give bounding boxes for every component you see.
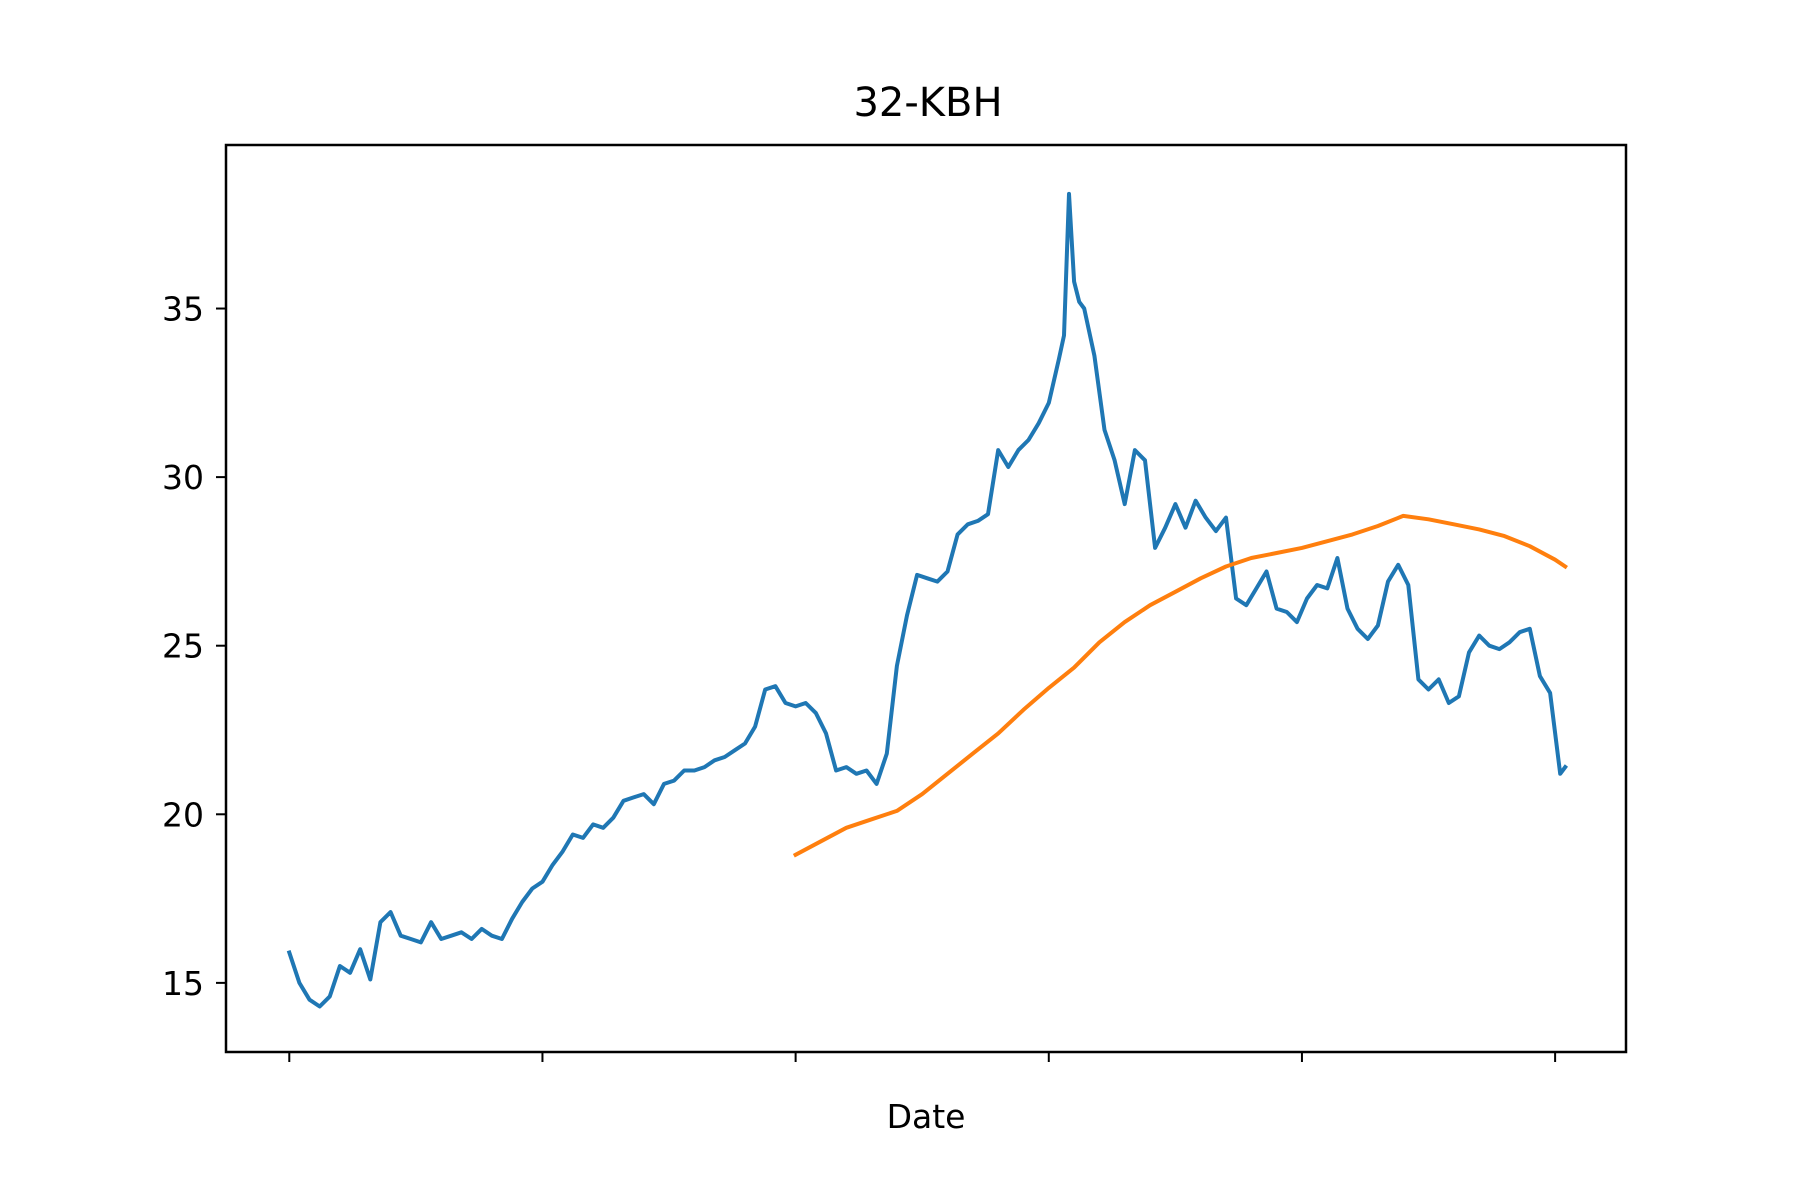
series-line-2 (792, 513, 1568, 858)
y-tick-label: 25 (162, 627, 204, 666)
plot-frame (224, 143, 1628, 1054)
y-tick-label: 15 (162, 964, 204, 1003)
y-tick-label: 35 (162, 290, 204, 329)
y-tick-label: 30 (162, 458, 204, 497)
y-tick-label: 20 (162, 795, 204, 834)
chart-title: 32-KBH (853, 80, 1002, 126)
axes-ticks: 15 20 25 30 35 (162, 290, 1557, 1062)
plot-area (286, 191, 1568, 1009)
series-line-1 (286, 191, 1568, 1009)
x-axis-label: Date (887, 1097, 966, 1136)
